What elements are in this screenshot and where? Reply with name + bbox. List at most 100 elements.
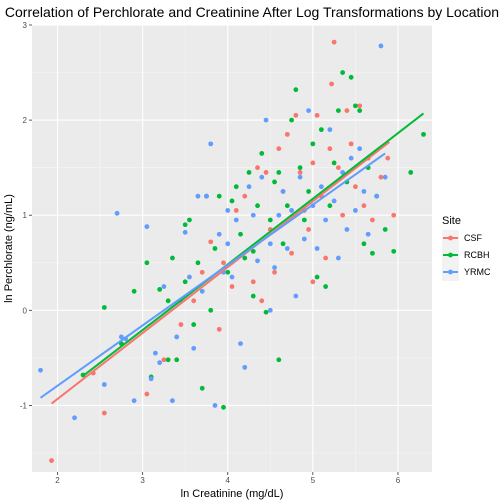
point-csf [191, 298, 196, 303]
point-rcbh [251, 294, 256, 299]
point-yrmc [276, 213, 281, 218]
point-yrmc [264, 118, 269, 123]
legend-key-point [448, 270, 453, 275]
point-csf [208, 239, 213, 244]
point-rcbh [370, 251, 375, 256]
point-rcbh [166, 357, 171, 362]
point-yrmc [238, 341, 243, 346]
point-rcbh [200, 386, 205, 391]
point-yrmc [306, 108, 311, 113]
point-rcbh [221, 405, 226, 410]
point-csf [289, 251, 294, 256]
point-yrmc [379, 44, 384, 49]
point-yrmc [357, 146, 362, 151]
point-yrmc [374, 194, 379, 199]
x-tick-label: 5 [311, 476, 316, 485]
point-yrmc [38, 368, 43, 373]
point-yrmc [285, 246, 290, 251]
point-yrmc [323, 218, 328, 223]
point-yrmc [302, 237, 307, 242]
point-yrmc [281, 189, 286, 194]
point-csf [179, 322, 184, 327]
point-rcbh [132, 289, 137, 294]
point-rcbh [383, 227, 388, 232]
point-csf [329, 82, 334, 87]
point-yrmc [268, 308, 273, 313]
point-yrmc [242, 365, 247, 370]
point-csf [349, 141, 354, 146]
point-csf [217, 327, 222, 332]
point-rcbh [285, 203, 290, 208]
point-csf [276, 146, 281, 151]
point-rcbh [289, 118, 294, 123]
point-rcbh [208, 308, 213, 313]
point-rcbh [362, 241, 367, 246]
x-axis: 23456 [55, 472, 400, 485]
point-csf [340, 213, 345, 218]
x-tick-label: 3 [140, 476, 145, 485]
point-rcbh [281, 241, 286, 246]
point-rcbh [327, 203, 332, 208]
point-rcbh [349, 75, 354, 80]
point-csf [49, 458, 54, 463]
point-rcbh [336, 108, 341, 113]
legend-key-point [448, 253, 453, 258]
point-yrmc [187, 275, 192, 280]
point-rcbh [187, 218, 192, 223]
point-csf [306, 227, 311, 232]
point-yrmc [366, 232, 371, 237]
point-yrmc [217, 232, 222, 237]
point-yrmc [344, 227, 349, 232]
point-yrmc [153, 351, 158, 356]
point-csf [310, 161, 315, 166]
point-rcbh [191, 322, 196, 327]
point-rcbh [340, 70, 345, 75]
point-rcbh [238, 232, 243, 237]
point-csf [344, 108, 349, 113]
point-yrmc [298, 175, 303, 180]
point-yrmc [327, 127, 332, 132]
point-yrmc [383, 175, 388, 180]
point-yrmc [336, 256, 341, 261]
point-csf [379, 175, 384, 180]
point-csf [264, 170, 269, 175]
point-yrmc [230, 275, 235, 280]
y-tick-label: 2 [23, 116, 28, 125]
point-rcbh [272, 180, 277, 185]
point-rcbh [255, 203, 260, 208]
legend: Site CSF RCBH YRMC [442, 215, 491, 281]
point-rcbh [268, 218, 273, 223]
point-yrmc [353, 208, 358, 213]
y-axis: -10123 [20, 21, 32, 410]
point-yrmc [225, 241, 230, 246]
point-rcbh [298, 165, 303, 170]
point-yrmc [213, 403, 218, 408]
point-rcbh [315, 275, 320, 280]
y-tick-label: 3 [23, 21, 28, 30]
point-yrmc [251, 213, 256, 218]
point-csf [255, 165, 260, 170]
point-yrmc [247, 184, 252, 189]
point-yrmc [132, 398, 137, 403]
point-rcbh [166, 298, 171, 303]
point-yrmc [208, 141, 213, 146]
point-rcbh [293, 87, 298, 92]
point-yrmc [102, 382, 107, 387]
point-rcbh [332, 161, 337, 166]
legend-key-point [448, 236, 453, 241]
legend-label-rcbh: RCBH [464, 250, 490, 260]
point-yrmc [191, 346, 196, 351]
point-yrmc [315, 246, 320, 251]
chart-title: Correlation of Perchlorate and Creatinin… [5, 4, 499, 20]
point-csf [162, 357, 167, 362]
point-yrmc [289, 208, 294, 213]
point-csf [102, 411, 107, 416]
point-csf [298, 170, 303, 175]
point-rcbh [323, 284, 328, 289]
point-yrmc [272, 265, 277, 270]
legend-title: Site [442, 215, 461, 227]
point-yrmc [72, 415, 77, 420]
point-rcbh [170, 256, 175, 261]
point-yrmc [144, 224, 149, 229]
point-csf [362, 203, 367, 208]
